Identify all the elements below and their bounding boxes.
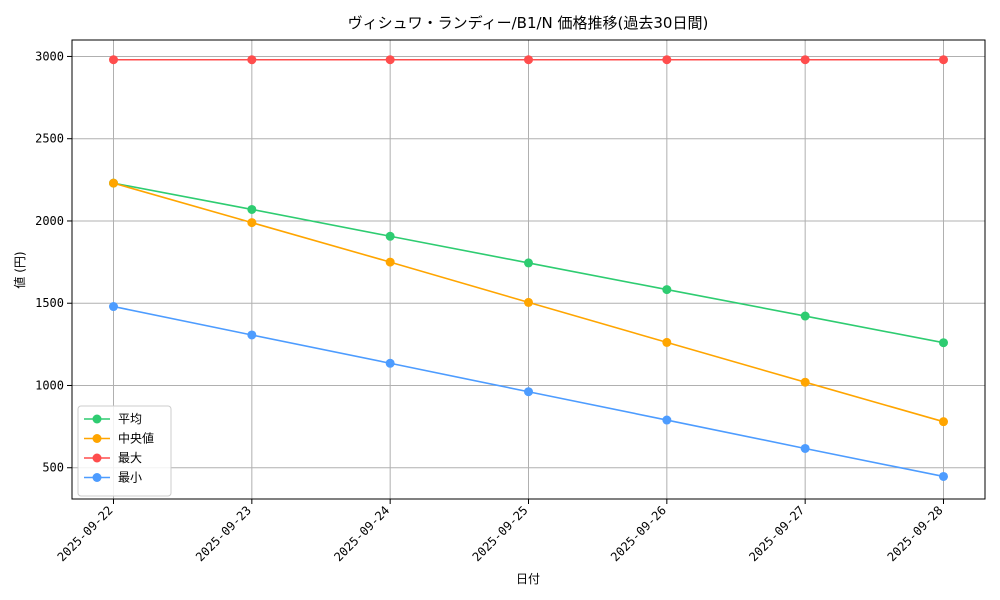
grid-layer: [72, 40, 985, 499]
data-point: [662, 285, 672, 295]
data-point: [109, 302, 118, 312]
data-point: [662, 337, 672, 347]
data-point: [247, 218, 257, 228]
x-axis-title: 日付: [516, 572, 540, 586]
data-point: [939, 471, 948, 481]
data-point: [939, 55, 948, 65]
data-point: [662, 55, 672, 65]
y-tick-label: 2500: [35, 132, 64, 146]
x-tick-label: 2025-09-24: [331, 503, 392, 564]
data-point: [939, 338, 948, 348]
legend-marker: [92, 434, 102, 443]
y-axis-title: 値 (円): [12, 251, 27, 288]
legend-label: 最小: [118, 471, 142, 485]
legend-label: 最大: [118, 451, 142, 465]
legend-marker: [92, 414, 102, 424]
data-point: [524, 258, 533, 268]
data-point: [662, 415, 672, 425]
legend-box: [77, 405, 172, 497]
data-point: [524, 387, 533, 397]
y-tick-label: 500: [42, 461, 64, 475]
data-point: [800, 55, 810, 65]
y-tick-label: 2000: [35, 214, 64, 228]
data-point: [385, 231, 395, 241]
data-point: [800, 443, 810, 453]
legend-label: 中央値: [118, 431, 154, 446]
x-tick-label: 2025-09-22: [55, 503, 116, 564]
data-point: [939, 417, 948, 427]
tick-layer: 2025-09-22 2025-09-23 2025-09-24 2025-09-25…: [35, 49, 946, 564]
series-3: [109, 302, 948, 481]
x-tick-label: 2025-09-26: [608, 503, 669, 564]
x-tick-label: 2025-09-23: [193, 503, 254, 564]
legend-item: 最小: [84, 471, 142, 485]
series-0: [109, 178, 948, 348]
legend-marker: [92, 473, 102, 482]
legend-label: 平均: [118, 412, 142, 426]
data-point: [109, 178, 118, 188]
data-point: [247, 204, 257, 214]
data-point: [247, 330, 257, 340]
series-2: [109, 55, 948, 65]
y-tick-label: 1500: [35, 296, 64, 310]
data-point: [800, 377, 810, 387]
y-tick-label: 1000: [35, 378, 64, 392]
data-point: [800, 311, 810, 321]
series-layer: [109, 55, 948, 481]
data-point: [524, 55, 533, 65]
y-tick-label: 3000: [35, 49, 64, 63]
x-tick-label: 2025-09-25: [470, 503, 531, 564]
legend-item: 最大: [84, 451, 142, 465]
legend-item: 平均: [84, 412, 142, 426]
legend-marker: [92, 453, 102, 463]
x-tick-label: 2025-09-27: [746, 503, 807, 564]
x-tick-label: 2025-09-28: [885, 503, 946, 564]
data-point: [109, 55, 118, 65]
data-point: [385, 55, 395, 65]
legend-item: 中央値: [84, 431, 154, 446]
data-point: [524, 297, 533, 307]
chart-title: ヴィシュワ・ランディー/B1/N 価格推移(過去30日間): [348, 14, 709, 32]
series-1: [109, 178, 948, 427]
data-point: [385, 257, 395, 267]
data-point: [247, 55, 257, 65]
data-point: [385, 358, 395, 368]
